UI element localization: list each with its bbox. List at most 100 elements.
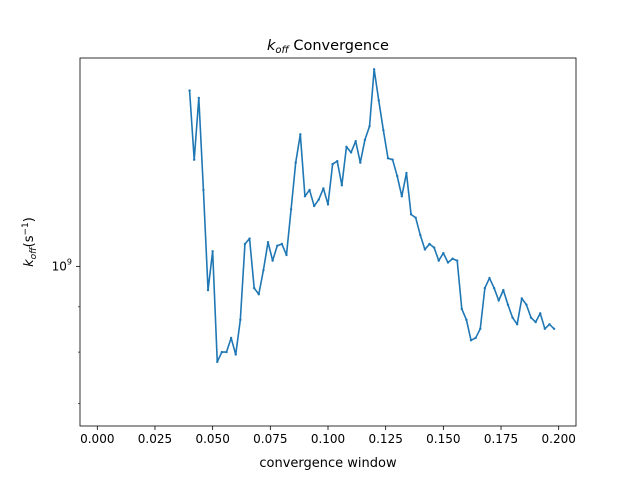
x-tick-label: 0.150 [426, 432, 460, 446]
data-point [400, 195, 404, 198]
data-point [506, 303, 510, 306]
series-line [188, 68, 555, 363]
data-point [451, 257, 454, 260]
data-point [220, 350, 224, 354]
data-point [252, 286, 256, 290]
data-point [386, 157, 390, 160]
y-tick-base: 10 [52, 259, 67, 273]
data-point [211, 250, 214, 253]
data-point [216, 360, 219, 364]
data-point [340, 184, 344, 187]
x-tick-label: 0.075 [253, 432, 287, 446]
data-point [492, 286, 496, 290]
data-point [308, 188, 311, 192]
data-point [460, 307, 464, 311]
data-point [363, 138, 367, 142]
data-point [229, 336, 233, 340]
data-point [409, 213, 413, 216]
y-axis-ticks: 109 [52, 257, 80, 404]
data-point [502, 288, 505, 292]
data-point [354, 140, 357, 143]
x-tick-label: 0.100 [311, 432, 345, 446]
data-point [276, 244, 279, 247]
chart-title-sub: off [275, 45, 290, 56]
x-tick-label: 0.025 [138, 432, 172, 446]
data-point [548, 323, 551, 326]
data-point [455, 259, 459, 262]
data-point [368, 125, 371, 128]
data-point [539, 312, 542, 315]
data-point [294, 161, 297, 164]
data-point [511, 316, 514, 319]
data-point [442, 251, 445, 255]
data-point [469, 339, 473, 342]
data-point [188, 89, 191, 92]
data-point [437, 259, 440, 262]
data-point [382, 129, 385, 132]
data-point [202, 188, 205, 192]
x-tick-label: 0.000 [80, 432, 114, 446]
y-label-sub: off [29, 246, 39, 260]
data-point [525, 303, 528, 306]
data-point [289, 208, 293, 211]
data-point [543, 327, 547, 330]
data-point [299, 133, 302, 136]
data-point [391, 158, 394, 161]
data-point [515, 323, 519, 326]
x-tick-label: 0.050 [195, 432, 229, 446]
data-point [271, 259, 274, 262]
y-label-close: ) [22, 217, 37, 222]
data-point [359, 161, 362, 164]
data-point [336, 159, 339, 163]
y-axis-label: koff(s−1) [21, 217, 39, 267]
data-point [432, 246, 436, 249]
data-point [465, 318, 468, 322]
data-point [377, 99, 380, 102]
data-point [197, 96, 201, 100]
data-point [414, 216, 417, 219]
series-layer [188, 68, 556, 364]
data-point [206, 288, 210, 292]
data-point [225, 350, 228, 354]
data-point [474, 336, 477, 340]
x-tick-label: 0.125 [368, 432, 402, 446]
x-tick-label: 0.175 [484, 432, 518, 446]
data-point [428, 242, 431, 246]
data-point [405, 171, 408, 175]
data-point [423, 248, 427, 251]
y-label-paren: (s [22, 235, 37, 247]
data-point [326, 203, 330, 206]
data-point [479, 327, 482, 330]
data-point [234, 353, 237, 356]
y-label-main: k [22, 259, 37, 267]
chart-title-rest: Convergence [289, 38, 389, 54]
data-point [520, 297, 523, 300]
data-point [345, 145, 348, 149]
data-point [317, 198, 320, 201]
data-point [303, 195, 307, 198]
x-axis-ticks: 0.000 0.025 0.050 0.075 0.100 0.125 0.150 0.175… [80, 426, 576, 446]
y-tick-exponent: 9 [67, 257, 72, 266]
data-point [497, 299, 500, 302]
data-point [349, 151, 353, 154]
data-point [239, 318, 242, 322]
x-axis-label: convergence window [259, 456, 397, 471]
data-point [446, 261, 450, 264]
data-point [331, 162, 334, 166]
x-tick-label: 0.200 [542, 432, 576, 446]
data-point [257, 293, 260, 296]
chart-title: koff Convergence [267, 38, 389, 56]
data-point [396, 174, 399, 178]
data-point [280, 242, 284, 246]
data-point [483, 286, 487, 290]
data-point [243, 242, 247, 246]
data-point [372, 68, 376, 71]
data-point [529, 316, 533, 319]
data-point [419, 233, 422, 237]
y-tick-label: 109 [52, 257, 72, 273]
data-point [262, 269, 265, 272]
data-point [312, 204, 316, 208]
data-point [285, 253, 288, 257]
